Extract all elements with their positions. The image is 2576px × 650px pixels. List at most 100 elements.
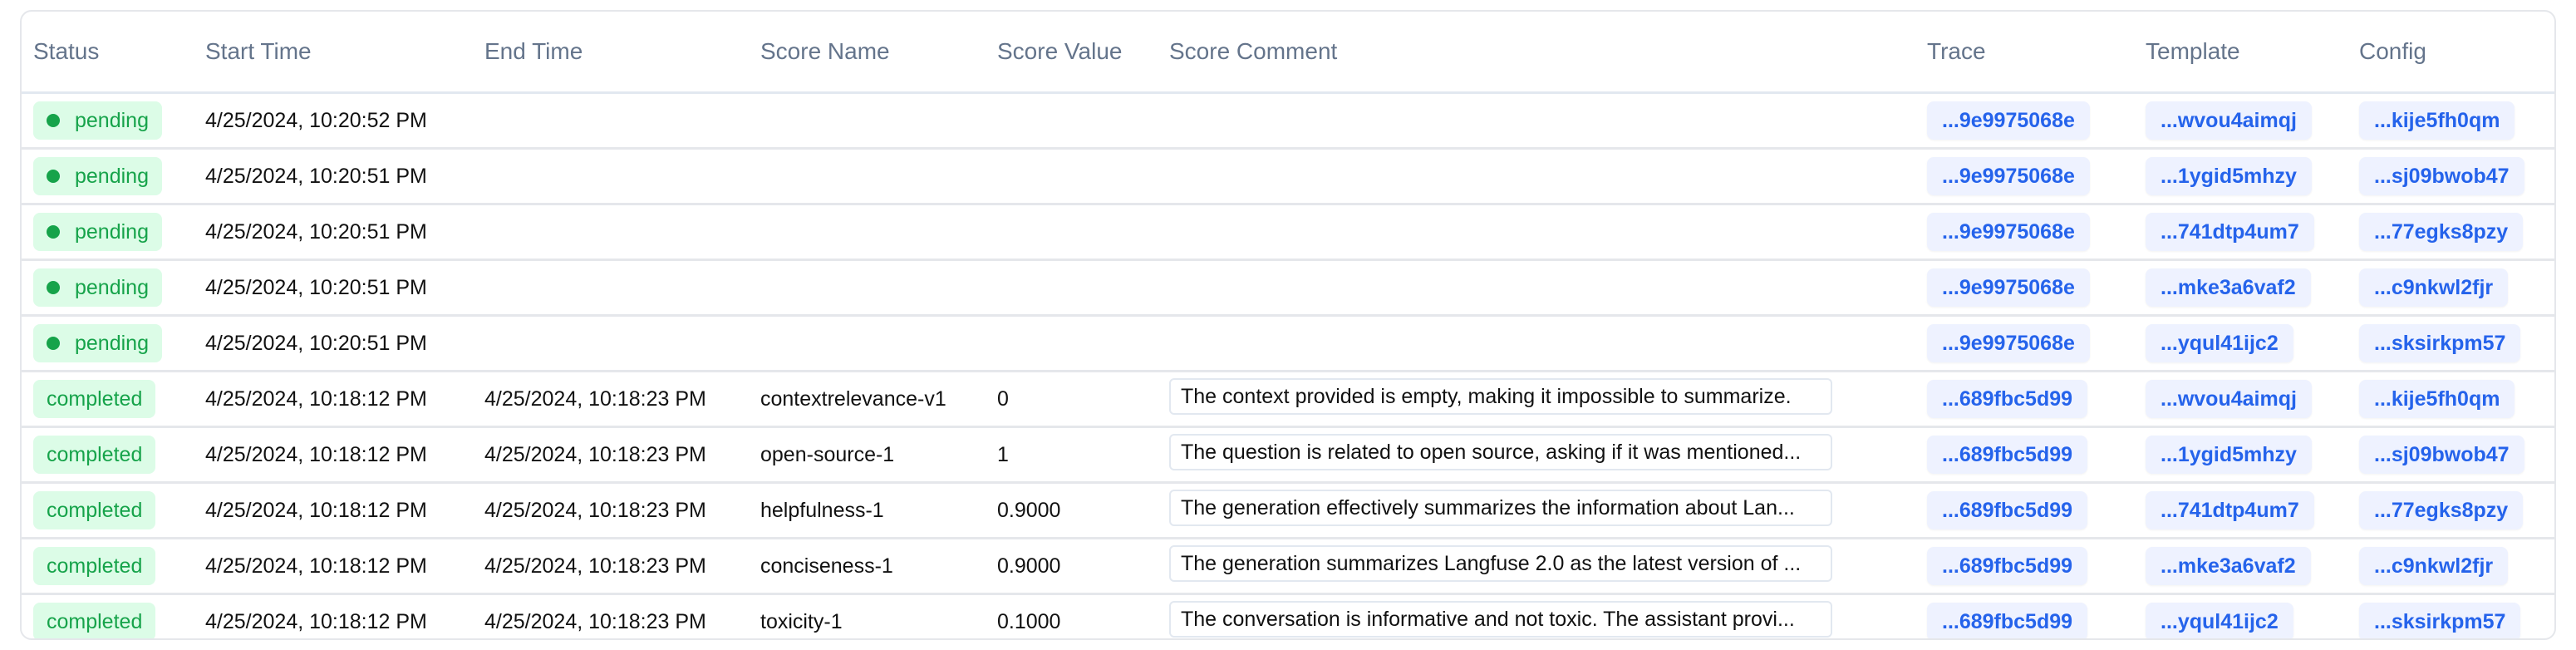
start-time-cell: 4/25/2024, 10:20:52 PM [194, 92, 473, 150]
table-row[interactable]: completed 4/25/2024, 10:18:12 PM 4/25/2024… [22, 538, 2554, 595]
trace-link[interactable]: ...9e9975068e [1927, 101, 2090, 140]
table-row[interactable]: completed 4/25/2024, 10:18:12 PM 4/25/2024… [22, 594, 2554, 638]
table-row[interactable]: pending 4/25/2024, 10:20:51 PM ...9e997506… [22, 259, 2554, 317]
trace-link[interactable]: ...689fbc5d99 [1927, 547, 2088, 585]
trace-link[interactable]: ...689fbc5d99 [1927, 491, 2088, 529]
config-link[interactable]: ...sj09bwob47 [2359, 157, 2524, 195]
template-link[interactable]: ...1ygid5mhzy [2146, 157, 2312, 195]
config-cell: ...kije5fh0qm [2347, 92, 2554, 150]
table-row[interactable]: pending 4/25/2024, 10:20:51 PM ...9e997506… [22, 204, 2554, 261]
table-row[interactable]: pending 4/25/2024, 10:20:52 PM ...9e997506… [22, 92, 2554, 150]
status-label: completed [47, 609, 143, 633]
status-label: completed [47, 387, 143, 411]
config-link[interactable]: ...sksirkpm57 [2359, 324, 2521, 362]
table-row[interactable]: pending 4/25/2024, 10:20:51 PM ...9e997506… [22, 148, 2554, 205]
score-comment[interactable]: The question is related to open source, … [1169, 433, 1832, 470]
column-header-score-value[interactable]: Score Value [986, 12, 1158, 94]
trace-link[interactable]: ...9e9975068e [1927, 157, 2090, 195]
end-time-cell [473, 148, 749, 205]
status-badge: completed [33, 380, 156, 418]
score-comment[interactable]: The generation summarizes Langfuse 2.0 a… [1169, 544, 1832, 582]
start-time-cell: 4/25/2024, 10:18:12 PM [194, 371, 473, 428]
score-value-cell [986, 259, 1158, 317]
score-value: 0.1000 [997, 609, 1061, 633]
config-link[interactable]: ...c9nkwl2fjr [2359, 268, 2509, 307]
config-link[interactable]: ...c9nkwl2fjr [2359, 547, 2509, 585]
table-row[interactable]: completed 4/25/2024, 10:18:12 PM 4/25/2024… [22, 482, 2554, 539]
config-link[interactable]: ...sksirkpm57 [2359, 603, 2521, 638]
trace-cell: ...9e9975068e [1915, 259, 2134, 317]
column-header-label: Score Name [760, 38, 890, 64]
column-header-label: Trace [1927, 38, 1986, 64]
end-time: 4/25/2024, 10:18:23 PM [484, 554, 706, 578]
start-time-cell: 4/25/2024, 10:20:51 PM [194, 315, 473, 372]
score-value-cell [986, 148, 1158, 205]
config-cell: ...c9nkwl2fjr [2347, 259, 2554, 317]
column-header-trace[interactable]: Trace [1915, 12, 2134, 94]
status-label: completed [47, 554, 143, 578]
status-cell: completed [22, 426, 194, 484]
trace-link[interactable]: ...689fbc5d99 [1927, 380, 2088, 418]
score-name: contextrelevance-v1 [760, 387, 946, 411]
template-cell: ...mke3a6vaf2 [2134, 259, 2347, 317]
template-link[interactable]: ...yqul41ijc2 [2146, 603, 2293, 638]
end-time-cell [473, 259, 749, 317]
start-time: 4/25/2024, 10:18:12 PM [205, 609, 427, 633]
score-comment-cell [1158, 315, 1915, 372]
table-row[interactable]: completed 4/25/2024, 10:18:12 PM 4/25/2024… [22, 426, 2554, 484]
status-badge: completed [33, 491, 156, 529]
trace-link[interactable]: ...9e9975068e [1927, 213, 2090, 251]
config-link[interactable]: ...sj09bwob47 [2359, 436, 2524, 474]
column-header-score-name[interactable]: Score Name [749, 12, 986, 94]
config-link[interactable]: ...kije5fh0qm [2359, 380, 2515, 418]
start-time: 4/25/2024, 10:20:51 PM [205, 219, 427, 244]
template-link[interactable]: ...wvou4aimqj [2146, 380, 2312, 418]
column-header-score-comment[interactable]: Score Comment [1158, 12, 1915, 94]
config-link[interactable]: ...kije5fh0qm [2359, 101, 2515, 140]
score-value: 0.9000 [997, 554, 1061, 578]
column-header-start-time[interactable]: Start Time [194, 12, 473, 94]
end-time: 4/25/2024, 10:18:23 PM [484, 387, 706, 411]
score-value-cell [986, 204, 1158, 261]
column-header-status[interactable]: Status [22, 12, 194, 94]
end-time-cell [473, 92, 749, 150]
status-badge: pending [33, 324, 162, 362]
evaluation-jobs-table: Status Start Time End Time Score Name Score … [22, 12, 2554, 638]
template-link[interactable]: ...mke3a6vaf2 [2146, 268, 2311, 307]
template-link[interactable]: ...1ygid5mhzy [2146, 436, 2312, 474]
template-link[interactable]: ...mke3a6vaf2 [2146, 547, 2311, 585]
status-label: pending [75, 275, 149, 299]
config-cell: ...77egks8pzy [2347, 482, 2554, 539]
status-label: completed [47, 442, 143, 466]
status-cell: completed [22, 371, 194, 428]
trace-link[interactable]: ...9e9975068e [1927, 268, 2090, 307]
template-link[interactable]: ...741dtp4um7 [2146, 491, 2314, 529]
trace-link[interactable]: ...689fbc5d99 [1927, 603, 2088, 638]
config-cell: ...77egks8pzy [2347, 204, 2554, 261]
score-comment[interactable]: The generation effectively summarizes th… [1169, 489, 1832, 526]
trace-link[interactable]: ...9e9975068e [1927, 324, 2090, 362]
column-header-label: Score Comment [1169, 38, 1338, 64]
config-cell: ...kije5fh0qm [2347, 371, 2554, 428]
template-cell: ...wvou4aimqj [2134, 371, 2347, 428]
config-link[interactable]: ...77egks8pzy [2359, 213, 2524, 251]
score-value-cell: 0.9000 [986, 538, 1158, 595]
column-header-end-time[interactable]: End Time [473, 12, 749, 94]
column-header-config[interactable]: Config [2347, 12, 2554, 94]
start-time: 4/25/2024, 10:18:12 PM [205, 387, 427, 411]
trace-cell: ...9e9975068e [1915, 315, 2134, 372]
score-comment-cell [1158, 148, 1915, 205]
score-comment[interactable]: The conversation is informative and not … [1169, 600, 1832, 638]
config-link[interactable]: ...77egks8pzy [2359, 491, 2524, 529]
status-badge: pending [33, 157, 162, 195]
table-row[interactable]: completed 4/25/2024, 10:18:12 PM 4/25/2024… [22, 371, 2554, 428]
template-link[interactable]: ...741dtp4um7 [2146, 213, 2314, 251]
trace-link[interactable]: ...689fbc5d99 [1927, 436, 2088, 474]
score-name-cell: helpfulness-1 [749, 482, 986, 539]
template-link[interactable]: ...wvou4aimqj [2146, 101, 2312, 140]
table-row[interactable]: pending 4/25/2024, 10:20:51 PM ...9e997506… [22, 315, 2554, 372]
score-name-cell: open-source-1 [749, 426, 986, 484]
column-header-template[interactable]: Template [2134, 12, 2347, 94]
template-link[interactable]: ...yqul41ijc2 [2146, 324, 2293, 362]
score-comment[interactable]: The context provided is empty, making it… [1169, 377, 1832, 415]
